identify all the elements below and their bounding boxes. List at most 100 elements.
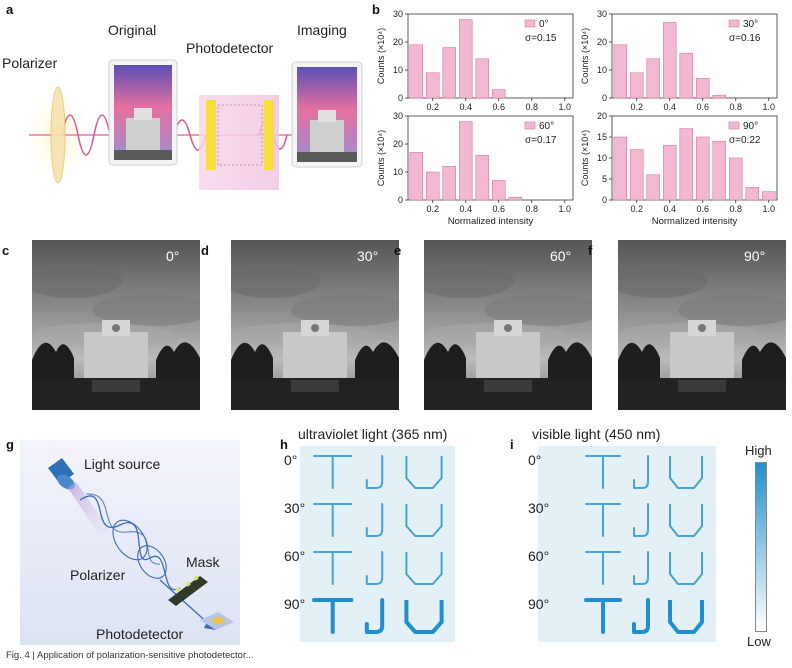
histogram-3: 0 5 10 15 20 0.2 0.4 0.6 0.8 1.0 Counts (×10⁴) Norm… xyxy=(580,111,778,227)
legend-label: 0° xyxy=(539,19,549,30)
letter-J xyxy=(632,598,650,634)
plot-frame xyxy=(407,13,574,99)
letter-J xyxy=(633,503,649,537)
x-tick-label: 0.8 xyxy=(729,204,742,214)
y-tick-label: 20 xyxy=(597,37,607,47)
bar xyxy=(409,152,423,201)
x-tick-label: 1.0 xyxy=(762,102,775,112)
panel-i-title: visible light (450 nm) xyxy=(532,426,661,442)
bar xyxy=(442,166,456,201)
x-tick-label: 0.2 xyxy=(426,102,439,112)
bar xyxy=(475,58,489,99)
bar xyxy=(613,44,627,99)
light-source-icon xyxy=(48,458,75,490)
angle-label-f: 90° xyxy=(744,248,766,264)
y-tick-label: 5 xyxy=(602,174,607,184)
y-tick-label: 0 xyxy=(398,195,403,205)
letter-U xyxy=(405,552,443,585)
panel-label-i: i xyxy=(510,437,514,452)
bar xyxy=(729,157,743,201)
angles-i-row-1: 30° xyxy=(528,500,550,516)
panel-h-pattern xyxy=(300,446,455,642)
angles-h-row-3: 90° xyxy=(284,596,306,612)
letter-J xyxy=(364,598,385,634)
x-tick-label: 0.6 xyxy=(492,102,505,112)
bar xyxy=(696,136,710,201)
legend-swatch xyxy=(728,19,740,28)
panel-g-schematic xyxy=(20,440,240,645)
x-tick-label: 0.6 xyxy=(492,204,505,214)
x-tick-label: 1.0 xyxy=(762,204,775,214)
letter-T xyxy=(585,503,621,537)
y-tick-label: 30 xyxy=(393,111,403,121)
x-tick-label: 0.8 xyxy=(525,102,538,112)
letter-T xyxy=(312,598,354,634)
letter-U xyxy=(405,504,443,537)
x-tick-label: 0.6 xyxy=(696,102,709,112)
polarizer-g-label: Polarizer xyxy=(70,567,126,583)
pattern-row-2 xyxy=(585,551,703,585)
plot-frame xyxy=(407,115,574,201)
y-axis-label: Counts (×10⁴) xyxy=(580,130,590,186)
x-tick-label: 0.4 xyxy=(663,204,676,214)
panel-label-c: c xyxy=(2,243,10,258)
y-tick-label: 20 xyxy=(393,37,403,47)
bar xyxy=(745,187,759,201)
letter-T xyxy=(313,503,353,537)
x-tick-label: 0.4 xyxy=(459,204,472,214)
letter-T xyxy=(585,551,621,585)
photodetector-label: Photodetector xyxy=(186,40,274,56)
bar xyxy=(630,72,644,99)
grayscale-photo-c xyxy=(32,240,200,410)
angles-h-row-0: 0° xyxy=(284,452,298,468)
bar xyxy=(663,22,677,99)
light-beam xyxy=(68,482,110,536)
sigma-label: σ=0.15 xyxy=(525,33,557,44)
figure-caption: Fig. 4 | Application of polarization-sen… xyxy=(6,650,254,661)
letter-J xyxy=(365,455,384,489)
y-tick-label: 0 xyxy=(602,93,607,103)
angles-h-row-2: 60° xyxy=(284,548,306,564)
letter-J xyxy=(365,551,384,585)
bar xyxy=(426,171,440,201)
bar xyxy=(762,191,776,201)
bar xyxy=(459,121,473,201)
panel-label-e: e xyxy=(394,243,402,258)
bar xyxy=(475,154,489,201)
y-tick-label: 10 xyxy=(393,65,403,75)
letter-U xyxy=(669,504,703,537)
panel-i-pattern xyxy=(538,446,716,642)
angles-i-row-2: 60° xyxy=(528,548,550,564)
legend-label: 60° xyxy=(539,121,554,132)
x-tick-label: 0.2 xyxy=(426,204,439,214)
photodetector-chip xyxy=(200,612,234,630)
pattern-row-0 xyxy=(313,455,443,489)
x-tick-label: 0.8 xyxy=(525,204,538,214)
y-tick-label: 10 xyxy=(597,153,607,163)
x-tick-label: 0.4 xyxy=(663,102,676,112)
letter-T xyxy=(585,455,621,489)
bar xyxy=(646,174,660,201)
colorbar-high-label: High xyxy=(745,443,772,458)
pattern-row-2 xyxy=(313,551,443,585)
histogram-0: 0 10 20 30 0.2 0.4 0.6 0.8 1.0 Counts (×10⁴) 0° σ=0… xyxy=(376,9,574,112)
panel-b-histograms: 0 10 20 30 0.2 0.4 0.6 0.8 1.0 Counts (×10⁴) 0° σ=0… xyxy=(372,8,784,228)
original-label: Original xyxy=(108,22,157,38)
letter-U xyxy=(669,552,703,585)
panel-label-b: b xyxy=(372,2,380,17)
x-tick-label: 1.0 xyxy=(558,204,571,214)
mask-icon xyxy=(168,575,208,606)
bar xyxy=(492,180,506,201)
colorbar-low-label: Low xyxy=(747,634,771,649)
letter-U xyxy=(669,456,703,489)
bar xyxy=(696,78,710,99)
letter-T xyxy=(584,598,622,634)
grayscale-photo-d xyxy=(231,240,399,410)
histogram-2: 0 10 20 30 0.2 0.4 0.6 0.8 1.0 Counts (×10⁴) Norma… xyxy=(376,111,574,227)
x-tick-label: 1.0 xyxy=(558,102,571,112)
y-axis-label: Counts (×10⁴) xyxy=(376,28,386,84)
polarizer-label: Polarizer xyxy=(2,55,58,71)
letter-U xyxy=(405,456,443,489)
pattern-row-3 xyxy=(312,598,444,634)
pattern-row-0 xyxy=(585,455,703,489)
